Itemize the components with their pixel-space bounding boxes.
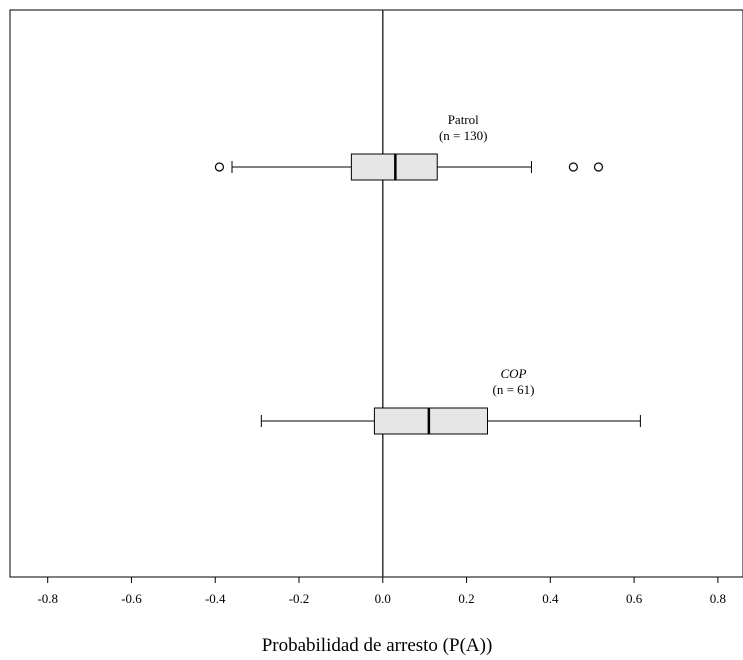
patrol-group-name: Patrol [448,112,479,127]
cop-box [373,407,488,435]
cop-group-name: COP [500,366,526,381]
boxplot-patrol: Patrol(n = 130) [214,112,604,181]
plot-area [9,9,743,578]
x-tick-label: -0.4 [205,591,226,606]
patrol-outlier-1 [568,162,578,172]
x-tick-label: -0.2 [289,591,310,606]
x-tick-label: 0.8 [710,591,726,606]
patrol-n-label: (n = 130) [439,128,488,143]
patrol-outlier-0 [214,162,225,172]
boxplot-cop: COP(n = 61) [260,366,641,435]
x-tick-label: 0.4 [542,591,559,606]
x-tick-label: 0.0 [375,591,391,606]
cop-n-label: (n = 61) [492,382,534,397]
patrol-outlier-2 [593,162,604,172]
x-axis-label: Probabilidad de arresto (P(A)) [262,635,493,656]
x-tick-label: 0.2 [458,591,474,606]
x-tick-label: -0.8 [37,591,58,606]
x-tick-label: 0.6 [626,591,643,606]
x-tick-label: -0.6 [121,591,142,606]
